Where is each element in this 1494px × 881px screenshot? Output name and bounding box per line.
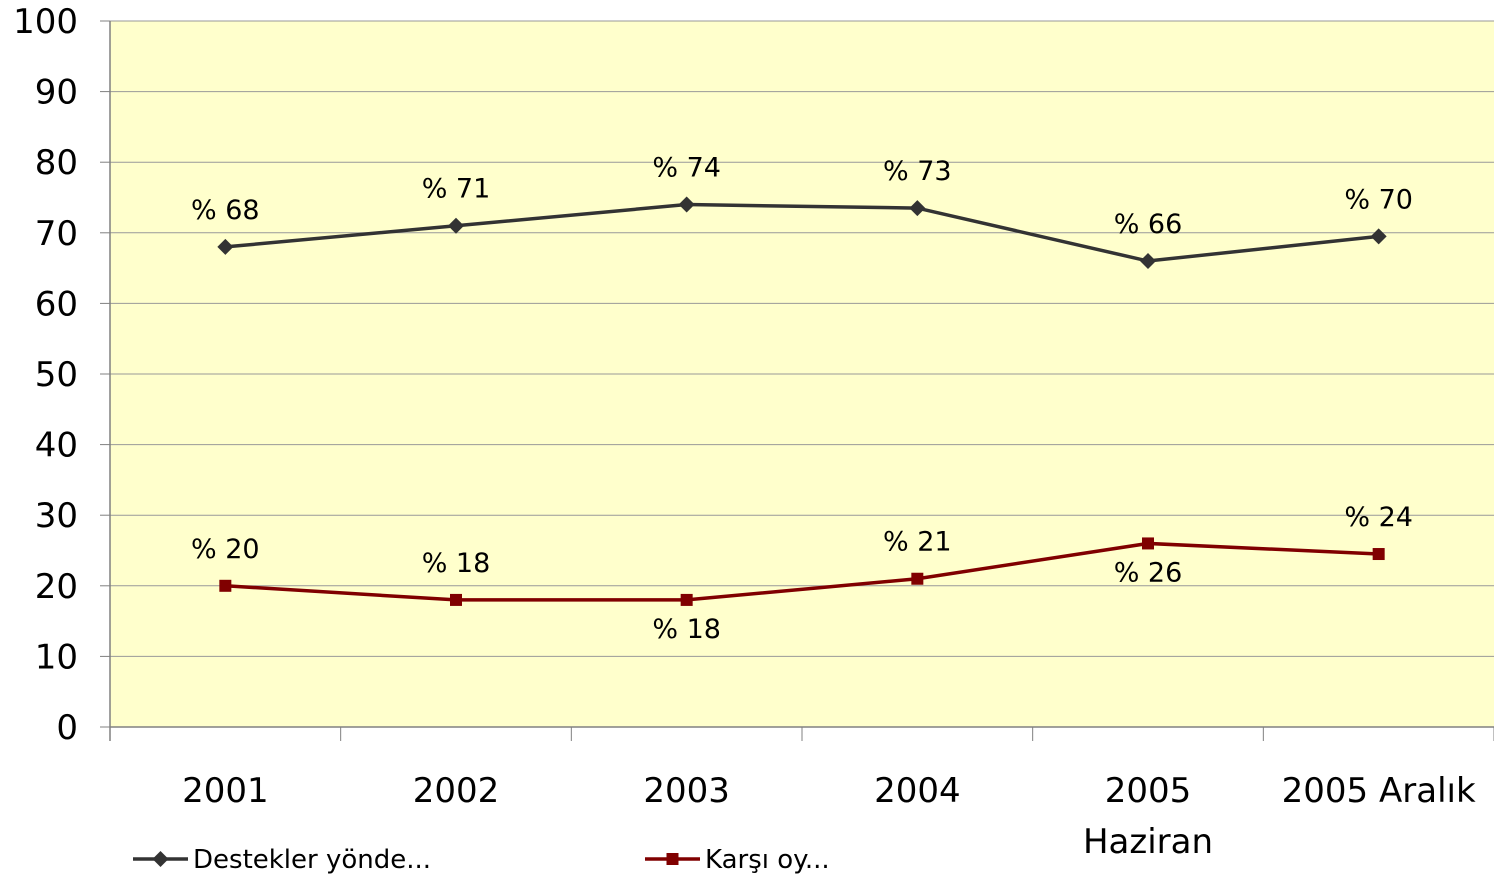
x-tick-label-line: 2001 <box>182 771 269 811</box>
series-line <box>225 541 1379 602</box>
y-tick-label: 90 <box>35 73 78 113</box>
x-tick-label: 2004 <box>874 771 961 811</box>
data-point <box>911 572 924 585</box>
series-lines <box>217 196 1387 606</box>
data-label: % 66 <box>1114 209 1183 240</box>
legend-swatch-marker <box>666 853 679 865</box>
data-point <box>217 238 234 255</box>
data-label: % 68 <box>191 195 260 226</box>
legend-entry-label: Karşı oy... <box>705 845 830 875</box>
x-tick-label-line: 2005 <box>1105 771 1192 811</box>
x-tick-label: 2001 <box>182 771 269 811</box>
gridlines <box>110 20 1494 657</box>
y-tick-label: 30 <box>35 496 78 536</box>
x-tick-label-line: 2002 <box>413 771 500 811</box>
x-tick-label: 2005 Haziran <box>1083 771 1213 862</box>
data-label: % 24 <box>1344 502 1413 533</box>
data-point <box>678 196 695 213</box>
y-tick-label: 10 <box>35 637 78 677</box>
x-tick-label-line: Haziran <box>1083 822 1213 862</box>
x-tick-label-line: 2003 <box>643 771 730 811</box>
data-label: % 18 <box>652 614 721 645</box>
x-tick-label-line: 2005 Aralık <box>1282 771 1476 811</box>
x-tick-label: 2005 Aralık <box>1282 771 1476 811</box>
data-point <box>1370 228 1387 245</box>
data-point <box>450 593 462 606</box>
data-point <box>1372 548 1385 561</box>
legend-entry-label: Destekler yönde... <box>193 845 431 875</box>
data-label: % 73 <box>883 156 952 187</box>
data-point <box>909 200 926 217</box>
data-point <box>448 217 464 234</box>
series-line <box>225 202 1379 263</box>
data-point <box>680 593 693 606</box>
data-label: % 70 <box>1344 184 1413 215</box>
data-point <box>1142 537 1154 550</box>
data-point <box>1140 253 1156 270</box>
data-label: % 20 <box>191 534 260 565</box>
data-label: % 71 <box>422 174 491 205</box>
y-tick-label: 20 <box>35 567 78 607</box>
y-tick-label: 70 <box>35 214 78 254</box>
y-tick-label: 80 <box>35 143 78 183</box>
y-tick-label: 100 <box>13 2 78 42</box>
x-tick-label-line: 2004 <box>874 771 961 811</box>
data-labels: % 68 % 71 % 74 % 73 % 66 % 70 % 20 % 18 % 18 % 21… <box>191 153 1413 645</box>
axes: 0 10 20 30 40 50 60 70 80 90 100 2001 2002 2003 2004 20… <box>13 2 1494 862</box>
data-label: % 18 <box>422 548 491 579</box>
data-label: % 74 <box>652 153 721 184</box>
y-tick-label: 60 <box>35 284 78 324</box>
data-label: % 26 <box>1114 557 1183 588</box>
data-label: % 21 <box>883 527 952 558</box>
data-point <box>219 579 232 592</box>
y-tick-label: 40 <box>35 426 78 466</box>
x-tick-label: 2003 <box>643 771 730 811</box>
y-tick-label: 0 <box>56 708 78 748</box>
legend-swatch-marker <box>152 851 169 867</box>
x-tick-label: 2002 <box>413 771 500 811</box>
y-tick-label: 50 <box>35 355 78 395</box>
legend: Destekler yönde... Karşı oy... <box>133 845 830 875</box>
